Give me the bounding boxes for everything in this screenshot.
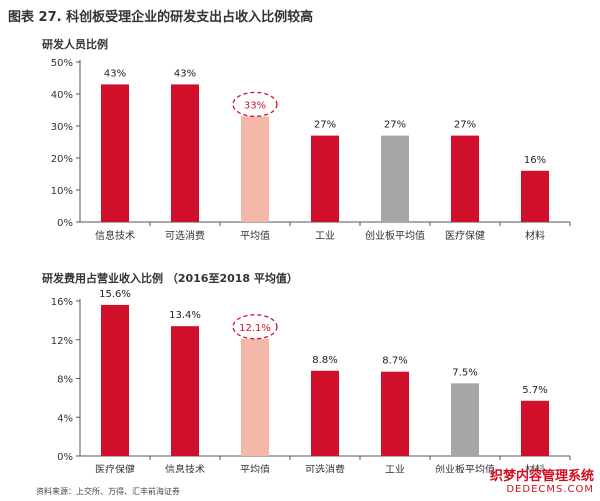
- category-label-6: 材料: [525, 463, 545, 473]
- category-label-5: 创业板平均值: [435, 463, 495, 473]
- chart1-svg: 0% 10% 20% 30% 40% 50% 43% 信息技术 43% 可选消费 33% 平均值 27%…: [51, 58, 571, 242]
- source-note: 资料来源：上交所、万得、汇丰前海证券: [36, 487, 180, 496]
- value-label-3: 27%: [314, 120, 336, 131]
- y-tick-label: 0%: [57, 218, 73, 229]
- category-label-1: 信息技术: [165, 463, 205, 473]
- y-tick-label: 8%: [57, 375, 73, 386]
- value-label-0: 43%: [104, 68, 126, 79]
- y-tick-label: 30%: [51, 122, 73, 133]
- category-label-1: 可选消费: [165, 229, 205, 242]
- highlight-ring: [232, 314, 278, 340]
- chart2-title: 研发费用占营业收入比例 （2016至2018 平均值）: [42, 272, 298, 285]
- bar-1: [171, 84, 199, 223]
- bar-2: [241, 338, 269, 456]
- category-label-5: 医疗保健: [445, 229, 485, 242]
- y-tick-label: 12%: [51, 336, 73, 347]
- value-label-5: 7.5%: [452, 367, 477, 378]
- y-tick-label: 50%: [51, 58, 73, 69]
- chart1-title: 研发人员比例: [42, 38, 108, 51]
- watermark: 织梦内容管理系统 DEDECMS.COM: [490, 465, 594, 495]
- category-label-2: 平均值: [240, 229, 270, 242]
- value-label-1: 43%: [174, 68, 196, 79]
- category-label-4: 工业: [385, 464, 405, 473]
- value-label-5: 27%: [454, 120, 476, 131]
- bar-1: [171, 326, 199, 456]
- y-tick-label: 0%: [57, 452, 73, 463]
- bar-3: [311, 370, 339, 456]
- category-label-3: 工业: [315, 230, 335, 242]
- y-tick-label: 20%: [51, 154, 73, 165]
- value-label-3: 8.8%: [312, 355, 337, 366]
- category-label-3: 可选消费: [305, 463, 345, 473]
- highlight-ring: [232, 91, 278, 118]
- bar-3: [311, 135, 339, 222]
- category-label-6: 材料: [525, 229, 545, 242]
- y-tick-label: 10%: [51, 186, 73, 197]
- bar-4: [381, 135, 409, 222]
- bar-6: [521, 170, 549, 222]
- category-label-0: 医疗保健: [95, 463, 135, 473]
- bar-0: [101, 84, 129, 223]
- value-label-1: 13.4%: [169, 310, 201, 321]
- bar-2: [241, 116, 269, 222]
- category-label-2: 平均值: [240, 463, 270, 473]
- bar-5: [451, 135, 479, 222]
- watermark-line1: 织梦内容管理系统: [489, 469, 594, 484]
- category-label-0: 信息技术: [95, 229, 135, 242]
- value-label-0: 15.6%: [99, 289, 131, 300]
- value-label-4: 8.7%: [382, 356, 407, 367]
- value-label-4: 27%: [384, 120, 406, 131]
- value-label-2: 33%: [244, 100, 266, 111]
- y-tick-label: 4%: [57, 413, 73, 424]
- bar-5: [451, 383, 479, 456]
- y-tick-label: 40%: [51, 90, 73, 101]
- bar-6: [521, 400, 549, 456]
- value-label-6: 16%: [524, 155, 546, 166]
- chart2-svg: 0% 4% 8% 12% 16% 15.6% 医疗保健 13.4% 信息技术 12.1% 平均值 8.…: [51, 289, 571, 473]
- value-label-6: 5.7%: [522, 385, 547, 396]
- bar-0: [101, 304, 129, 456]
- value-label-2: 12.1%: [239, 323, 271, 334]
- figure-title: 图表 27. 科创板受理企业的研发支出占收入比例较高: [8, 10, 314, 25]
- bar-4: [381, 371, 409, 456]
- y-tick-label: 16%: [51, 297, 73, 308]
- watermark-line2: DEDECMS.COM: [506, 484, 594, 495]
- category-label-4: 创业板平均值: [365, 229, 425, 242]
